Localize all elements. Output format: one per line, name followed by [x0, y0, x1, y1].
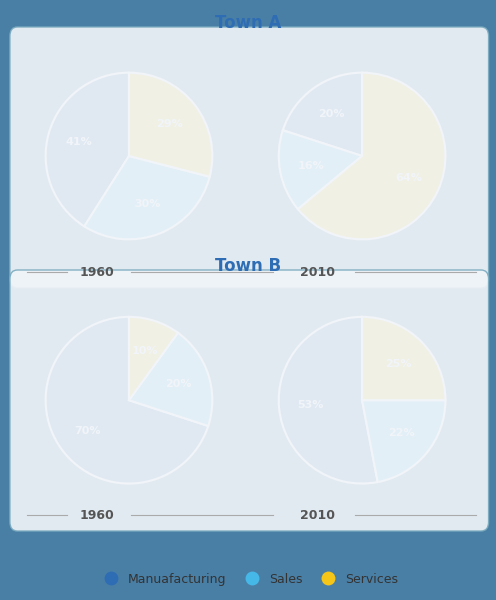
Text: Town A: Town A	[215, 14, 281, 32]
Text: 64%: 64%	[395, 173, 422, 183]
Text: 25%: 25%	[385, 359, 412, 368]
Wedge shape	[362, 400, 445, 482]
Text: 53%: 53%	[298, 400, 324, 410]
Text: 30%: 30%	[135, 199, 161, 209]
Text: 20%: 20%	[165, 379, 191, 389]
Wedge shape	[362, 317, 445, 400]
Wedge shape	[129, 73, 212, 177]
Wedge shape	[129, 333, 212, 426]
Wedge shape	[46, 73, 129, 226]
Wedge shape	[283, 73, 362, 156]
Text: 16%: 16%	[298, 161, 325, 170]
Text: 22%: 22%	[388, 428, 415, 438]
Text: 29%: 29%	[156, 119, 183, 130]
Wedge shape	[279, 130, 362, 209]
Text: 41%: 41%	[66, 137, 93, 146]
Wedge shape	[84, 156, 210, 239]
Wedge shape	[46, 317, 208, 484]
Wedge shape	[298, 73, 445, 239]
Legend: Manuafacturing, Sales, Services: Manuafacturing, Sales, Services	[93, 568, 403, 591]
Text: 10%: 10%	[131, 346, 158, 356]
Wedge shape	[129, 317, 178, 400]
Text: 2010: 2010	[300, 266, 335, 279]
Text: 1960: 1960	[79, 266, 114, 279]
Text: Town B: Town B	[215, 257, 281, 275]
Wedge shape	[279, 317, 377, 484]
Text: 70%: 70%	[74, 425, 100, 436]
Text: 1960: 1960	[79, 509, 114, 522]
Text: 2010: 2010	[300, 509, 335, 522]
Text: 20%: 20%	[318, 109, 345, 119]
